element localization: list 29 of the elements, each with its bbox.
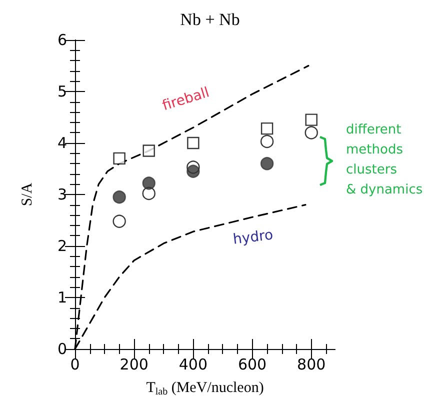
point (142, 144, 155, 157)
chart-title: Nb + Nb (180, 10, 240, 29)
point (305, 114, 318, 126)
x-tick-label: 600 (238, 356, 267, 374)
y-axis-title: S/A (20, 182, 36, 206)
x-tick-label: 800 (297, 356, 326, 374)
y-tick-label: 4 (57, 134, 67, 152)
y-tick-label: 6 (57, 31, 67, 49)
x-tick-label: 0 (70, 356, 80, 374)
x-tick-label: 400 (178, 356, 208, 374)
point (260, 122, 274, 135)
text: different methods clusters & dynamics (346, 122, 423, 198)
y-tick-label: 1 (57, 288, 67, 306)
y-tick-label: 5 (57, 82, 67, 100)
point (142, 176, 156, 190)
point (112, 214, 126, 228)
point (187, 136, 200, 150)
point (113, 152, 126, 165)
y-tick-label: 3 (57, 186, 67, 204)
y-tick-label: 2 (57, 237, 67, 255)
point (112, 190, 126, 204)
point (260, 157, 274, 170)
y-tick-label: 0 (57, 340, 67, 358)
point (186, 164, 200, 178)
point (260, 134, 274, 148)
point (304, 126, 318, 140)
annotation: hydro (232, 227, 274, 248)
x-tick-label: 200 (120, 356, 148, 374)
annotation: fireball (160, 84, 212, 114)
